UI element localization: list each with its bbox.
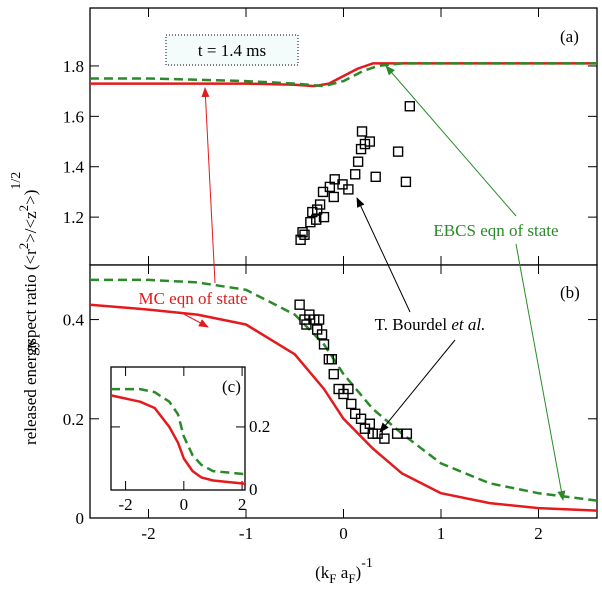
arrow [515,243,566,501]
data-point [391,428,403,439]
data-point [400,176,412,188]
x-tick-label: -2 [141,524,155,543]
series-line [90,62,597,88]
bourdel-name: T. Bourdel [375,315,452,334]
x-tick-label: 1 [437,524,446,543]
data-point [316,329,328,340]
ylabel-part: 1/2 [9,172,24,190]
y-tick-label: 0.4 [63,311,85,330]
panel-label: (b) [560,283,580,302]
time-annotation: t = 1.4 ms [198,41,266,60]
y-axis-label-a: aspect ratio (<r2>/<z2>)1/2 [9,172,40,353]
x-tick-label: 2 [534,524,543,543]
ylabel-part: 2 [16,243,31,250]
y-tick-label: 1.4 [63,158,85,177]
ylabel-part: 2 [16,205,31,212]
y-tick-label: 0.2 [63,410,84,429]
series-line [90,278,598,502]
data-point [356,126,368,137]
bourdel-label: T. Bourdel et al. [375,315,486,334]
data-point [305,216,316,228]
data-point [343,383,354,395]
data-point [314,199,326,210]
data-point [370,171,381,183]
bourdel-etal: et al. [451,315,485,334]
series-line [110,394,246,485]
data-point [346,398,357,410]
ylabel-part: >) [21,190,40,205]
y-tick-label: 0 [249,480,258,499]
plot-frame [110,366,246,491]
data-point [313,314,325,325]
data-point [401,428,413,439]
data-point [328,191,339,203]
series-line [111,387,246,476]
ebcs-label: EBCS eqn of state [433,221,558,240]
xlabel-part: -1 [361,556,373,571]
data-point [350,169,361,180]
y-axis-label-b: released energy [21,339,40,445]
data-point [364,418,376,429]
y-tick-label: 1.8 [63,57,84,76]
arrow [179,311,209,328]
data-point [343,184,354,195]
data-point [379,433,390,444]
ylabel-part: aspect ratio (<r [21,249,40,352]
data-point [318,339,330,350]
data-point [311,214,322,225]
xlabel-part: (k [315,563,330,582]
data-point [299,229,310,240]
y-tick-label: 1.6 [63,107,84,126]
series-line [89,303,598,512]
arrow [379,339,456,433]
ylabel-part: >/<z [21,211,40,243]
xlabel-part: a [337,563,349,582]
x-tick-label: -1 [239,524,253,543]
data-point [404,101,415,112]
data-point [326,354,337,365]
xlabel-part: ) [356,563,362,582]
panel-label: (c) [222,377,241,396]
y-tick-label: 0.2 [249,417,270,436]
data-point [352,156,364,167]
panel-label: (a) [560,27,579,46]
x-tick-label: 0 [180,495,189,514]
data-point [294,299,305,310]
y-tick-label: 1.2 [63,208,84,227]
x-axis-label: (kF aF)-1 [315,556,373,586]
data-point [328,368,339,380]
data-point [364,136,376,147]
xlabel-part: F [329,571,336,586]
arrow [356,197,411,313]
x-tick-label: 0 [339,524,348,543]
xlabel-part: F [348,571,355,586]
x-tick-label: -2 [118,495,132,514]
arrow [201,87,216,284]
x-tick-label: 2 [238,495,247,514]
y-tick-label: 0 [76,509,85,528]
time-box [165,34,299,66]
mc-label: MC eqn of state [138,289,247,308]
arrow [385,65,517,217]
data-point [318,211,330,223]
data-point [297,227,308,238]
data-point [392,146,404,157]
